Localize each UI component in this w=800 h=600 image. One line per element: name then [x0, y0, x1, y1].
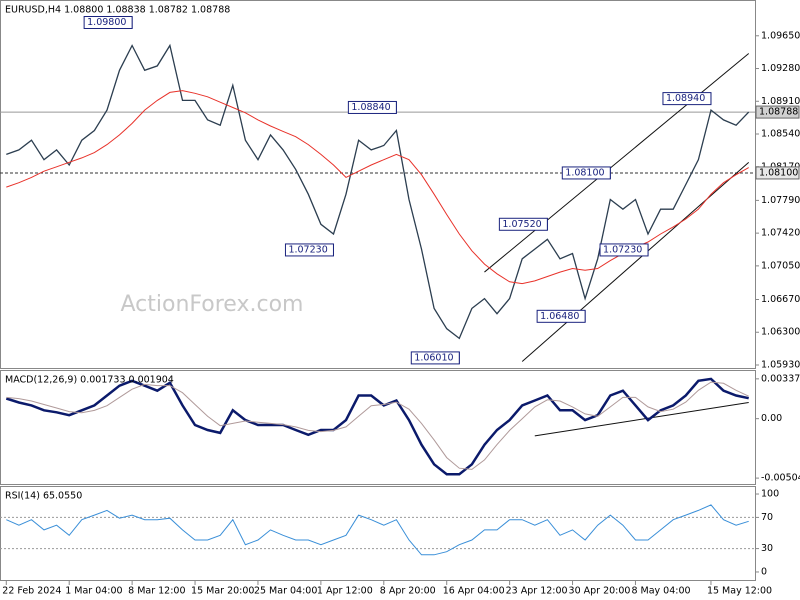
price-label: 1.08788	[759, 107, 798, 118]
x-tick-label: 15 May 12:00	[707, 586, 772, 597]
x-tick-label: 25 Mar 04:00	[254, 586, 317, 597]
annotation-label: 1.07230	[603, 244, 642, 255]
annotation-box	[498, 217, 548, 231]
y-tick-label: 0.00	[761, 413, 782, 424]
annotation-box	[561, 166, 611, 180]
annotation-label: 1.07520	[502, 219, 541, 230]
annotation-label: 1.06480	[540, 311, 579, 322]
y-tick-label: 1.09650	[761, 30, 800, 41]
annotation-box	[599, 243, 649, 257]
y-tick-label: 1.06670	[761, 294, 800, 305]
annotation-box	[347, 100, 397, 114]
annotation-label: 1.06010	[414, 352, 453, 363]
series-line	[6, 504, 749, 556]
y-tick-label: 1.07050	[761, 260, 800, 271]
watermark: ActionForex.com	[121, 292, 304, 317]
x-tick-label: 23 Apr 12:00	[506, 586, 568, 597]
trendline	[534, 401, 749, 437]
rsi-panel	[0, 486, 756, 581]
annotation-label: 1.08840	[351, 102, 390, 113]
price-label-box	[755, 105, 800, 119]
annotation-box	[662, 92, 712, 106]
price-panel	[0, 0, 756, 369]
x-tick-label: 22 Feb 2024	[2, 586, 61, 597]
x-tick-label: 16 Apr 04:00	[443, 586, 505, 597]
y-tick-label: 1.09280	[761, 63, 800, 74]
y-tick-label: 0.003375	[761, 373, 800, 384]
y-tick-label: 30	[761, 543, 773, 554]
series-line	[6, 43, 750, 340]
y-tick-label: 1.08910	[761, 96, 800, 107]
x-tick-label: 8 May 04:00	[631, 586, 690, 597]
panel-title: EURUSD,H4 1.08800 1.08838 1.08782 1.0878…	[5, 5, 230, 16]
x-tick-label: 8 Apr 20:00	[380, 586, 436, 597]
annotation-box	[284, 243, 334, 257]
x-tick-label: 1 Mar 04:00	[65, 586, 122, 597]
trendline	[484, 53, 750, 273]
trendline	[521, 161, 750, 362]
y-tick-label: 1.07790	[761, 195, 800, 206]
macd-panel	[0, 370, 756, 485]
annotation-box	[83, 16, 133, 30]
annotation-label: 1.09800	[87, 17, 126, 28]
y-tick-label: 1.08540	[761, 129, 800, 140]
y-tick-label: 0	[761, 566, 767, 577]
panel-title: RSI(14) 65.0550	[5, 491, 82, 502]
y-tick-label: -0.00504	[761, 473, 800, 484]
y-tick-label: 1.07420	[761, 228, 800, 239]
panel-title: MACD(12,26,9) 0.001733 0.001904	[5, 375, 174, 386]
series-line	[6, 381, 749, 470]
y-tick-label: 70	[761, 512, 773, 523]
annotation-label: 1.08940	[666, 93, 705, 104]
annotation-label: 1.08100	[565, 167, 604, 178]
x-tick-label: 30 Apr 20:00	[569, 586, 631, 597]
x-tick-label: 1 Apr 12:00	[317, 586, 373, 597]
annotation-label: 1.07230	[288, 244, 327, 255]
x-tick-label: 8 Mar 12:00	[128, 586, 185, 597]
x-tick-label: 15 Mar 20:00	[191, 586, 254, 597]
price-label: 1.08100	[759, 167, 798, 178]
annotation-box	[536, 309, 586, 323]
y-tick-label: 1.05930	[761, 359, 800, 370]
y-tick-label: 100	[761, 489, 779, 500]
price-label-box	[755, 166, 800, 180]
y-tick-label: 1.06300	[761, 327, 800, 338]
annotation-box	[410, 351, 460, 365]
series-line	[5, 377, 749, 476]
